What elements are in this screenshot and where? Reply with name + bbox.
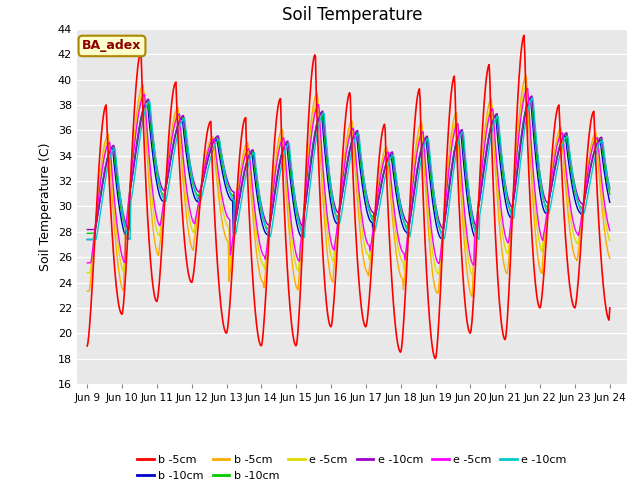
- Title: Soil Temperature: Soil Temperature: [282, 6, 422, 24]
- Legend: b -5cm, b -10cm, b -5cm, b -10cm, e -5cm, e -10cm, e -5cm, e -10cm: b -5cm, b -10cm, b -5cm, b -10cm, e -5cm…: [132, 451, 572, 480]
- Text: BA_adex: BA_adex: [83, 39, 141, 52]
- Y-axis label: Soil Temperature (C): Soil Temperature (C): [39, 142, 52, 271]
